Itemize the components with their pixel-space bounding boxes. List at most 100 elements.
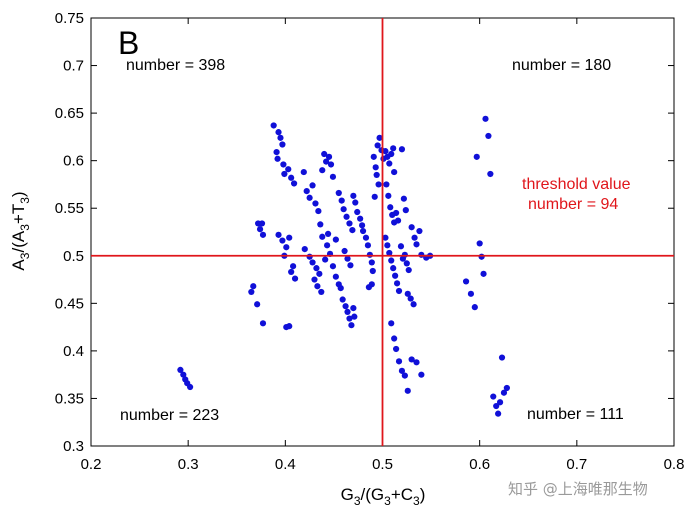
count-top-left: number = 398 — [126, 57, 225, 74]
y-tick-label: 0.3 — [63, 438, 84, 455]
data-point — [279, 237, 286, 244]
count-top-right: number = 180 — [512, 57, 611, 74]
data-point — [342, 303, 349, 310]
data-point — [275, 231, 282, 238]
count-bottom-left: number = 223 — [120, 407, 219, 424]
data-point — [288, 268, 295, 276]
data-point — [413, 359, 420, 366]
data-point — [283, 244, 290, 251]
data-point — [285, 166, 292, 173]
data-point — [368, 259, 375, 266]
data-point — [390, 265, 397, 272]
data-point — [394, 217, 402, 224]
data-point — [368, 281, 375, 288]
data-point — [288, 174, 295, 181]
data-point — [404, 290, 411, 297]
x-tick-label: 0.4 — [275, 456, 296, 473]
data-point — [493, 402, 500, 410]
data-point — [279, 141, 286, 148]
data-point — [388, 257, 395, 264]
data-point — [485, 132, 492, 140]
y-label-sub-1: 3 — [18, 252, 32, 259]
data-point — [391, 335, 398, 342]
y-tick-label: 0.45 — [55, 295, 84, 312]
data-point — [352, 199, 359, 206]
data-point — [359, 227, 367, 235]
data-point — [317, 221, 324, 228]
data-point — [290, 263, 297, 270]
data-point — [373, 171, 380, 179]
x-tick-label: 0.6 — [469, 456, 490, 473]
x-tick-label: 0.2 — [81, 456, 102, 473]
data-point — [286, 234, 293, 241]
x-label-mid: /(G — [361, 485, 385, 504]
data-point — [398, 367, 406, 374]
data-point — [395, 287, 403, 295]
data-point — [393, 280, 401, 287]
count-bottom-right: number = 111 — [527, 406, 624, 423]
threshold-title: threshold value — [522, 176, 631, 193]
data-point — [338, 197, 345, 204]
data-point — [349, 226, 356, 234]
data-point — [346, 315, 353, 322]
data-point — [347, 262, 354, 269]
x-label-sub-2: 3 — [384, 494, 391, 508]
data-point — [318, 288, 325, 296]
data-point — [351, 313, 358, 320]
data-point — [329, 263, 337, 270]
data-point — [341, 247, 348, 255]
data-point — [319, 167, 326, 174]
data-point — [177, 366, 184, 374]
data-point — [395, 358, 403, 365]
data-point — [301, 246, 308, 253]
data-point — [277, 134, 284, 141]
x-label-end: ) — [420, 485, 426, 504]
data-point — [401, 251, 408, 258]
data-point — [467, 290, 475, 297]
data-point — [332, 273, 339, 280]
data-point — [376, 134, 383, 141]
data-point — [408, 224, 415, 231]
data-point — [339, 296, 346, 303]
x-label-mid2: +C — [391, 485, 413, 504]
y-label-a: A — [9, 259, 28, 271]
data-point — [370, 153, 377, 160]
data-point — [495, 410, 502, 417]
data-point — [256, 226, 264, 233]
data-point — [350, 192, 357, 199]
data-point — [471, 304, 478, 311]
data-point — [391, 168, 398, 176]
y-label-sub-3: 3 — [18, 197, 32, 204]
data-point — [384, 242, 391, 249]
data-point — [259, 231, 267, 238]
data-point — [258, 220, 266, 227]
data-point — [350, 304, 357, 312]
data-point — [274, 155, 281, 162]
data-point — [375, 181, 382, 188]
data-point — [344, 308, 351, 315]
data-point — [337, 285, 344, 292]
data-point — [280, 161, 287, 168]
threshold-count: number = 94 — [528, 196, 618, 213]
y-label-sub-2: 3 — [18, 224, 32, 231]
data-point — [344, 255, 351, 262]
data-point — [487, 170, 494, 178]
data-point — [303, 188, 310, 195]
y-tick-label: 0.75 — [55, 10, 84, 27]
data-point — [369, 267, 376, 275]
data-point — [322, 256, 329, 263]
data-point — [306, 253, 313, 260]
data-point — [462, 278, 470, 285]
data-point — [398, 146, 406, 153]
data-point — [364, 242, 372, 249]
data-point — [354, 208, 361, 216]
panel-label: B — [118, 25, 139, 61]
data-point — [358, 222, 366, 229]
data-point — [386, 160, 393, 167]
data-point — [500, 389, 508, 396]
data-point — [404, 387, 411, 394]
data-point — [324, 242, 331, 249]
data-point — [329, 173, 337, 180]
data-point — [250, 283, 257, 290]
data-point — [490, 393, 497, 400]
